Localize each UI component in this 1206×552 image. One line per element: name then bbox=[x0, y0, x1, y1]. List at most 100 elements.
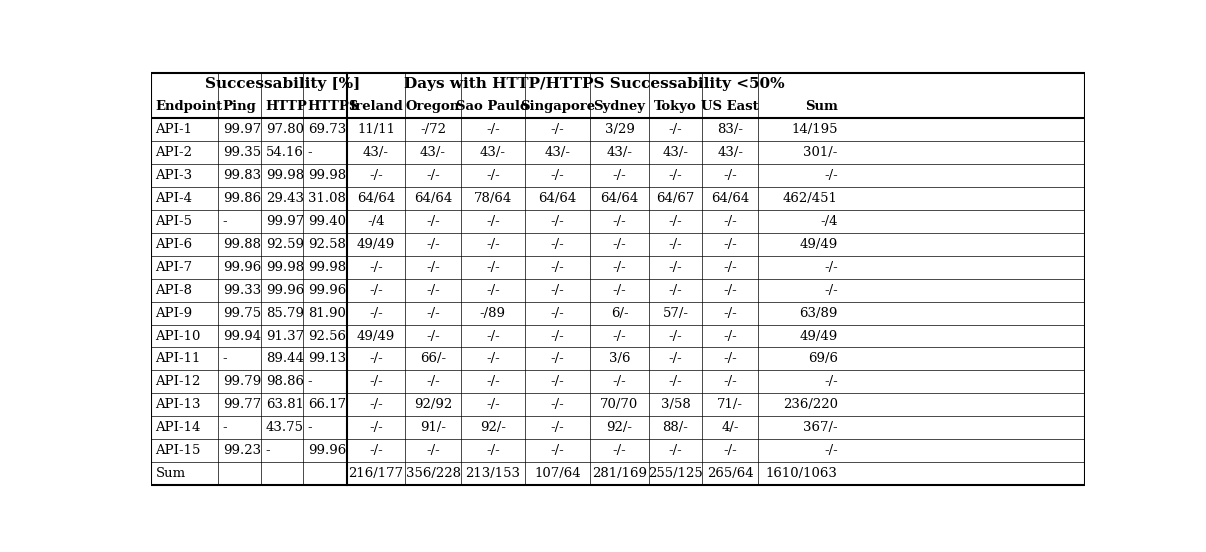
Text: 70/70: 70/70 bbox=[601, 398, 639, 411]
Text: -/-: -/- bbox=[486, 375, 499, 389]
Text: -/-: -/- bbox=[613, 261, 626, 274]
Text: -/-: -/- bbox=[550, 238, 564, 251]
Text: 43/-: 43/- bbox=[420, 146, 446, 160]
Text: 49/49: 49/49 bbox=[357, 238, 396, 251]
Text: 213/153: 213/153 bbox=[466, 467, 520, 480]
Text: 99.96: 99.96 bbox=[265, 284, 304, 297]
Text: 99.77: 99.77 bbox=[223, 398, 260, 411]
Text: Ireland: Ireland bbox=[349, 100, 403, 114]
Text: -/-: -/- bbox=[369, 444, 382, 457]
Text: -/-: -/- bbox=[613, 284, 626, 297]
Text: 43/-: 43/- bbox=[363, 146, 390, 160]
Text: API-2: API-2 bbox=[156, 146, 193, 160]
Text: -/-: -/- bbox=[613, 444, 626, 457]
Text: 49/49: 49/49 bbox=[800, 238, 838, 251]
Text: 99.96: 99.96 bbox=[308, 444, 346, 457]
Text: -/-: -/- bbox=[824, 169, 838, 182]
Text: HTTPS: HTTPS bbox=[308, 100, 359, 114]
Text: 89.44: 89.44 bbox=[265, 352, 304, 365]
Text: -/-: -/- bbox=[613, 330, 626, 343]
Text: -: - bbox=[223, 215, 228, 228]
Text: API-14: API-14 bbox=[156, 421, 200, 434]
Text: -/-: -/- bbox=[486, 169, 499, 182]
Text: 49/49: 49/49 bbox=[357, 330, 396, 343]
Text: 92/-: 92/- bbox=[480, 421, 505, 434]
Text: 64/64: 64/64 bbox=[357, 192, 396, 205]
Text: -: - bbox=[223, 352, 228, 365]
Text: 99.96: 99.96 bbox=[308, 284, 346, 297]
Text: -/4: -/4 bbox=[368, 215, 385, 228]
Text: 4/-: 4/- bbox=[721, 421, 739, 434]
Text: Oregon: Oregon bbox=[406, 100, 461, 114]
Text: -/-: -/- bbox=[369, 261, 382, 274]
Text: -/-: -/- bbox=[550, 375, 564, 389]
Text: -/-: -/- bbox=[426, 444, 440, 457]
Text: -/-: -/- bbox=[724, 444, 737, 457]
Text: 99.23: 99.23 bbox=[223, 444, 260, 457]
Text: -/-: -/- bbox=[486, 284, 499, 297]
Text: Sydney: Sydney bbox=[593, 100, 645, 114]
Text: 3/29: 3/29 bbox=[604, 124, 634, 136]
Text: -/-: -/- bbox=[668, 375, 683, 389]
Text: -/4: -/4 bbox=[820, 215, 838, 228]
Text: -/-: -/- bbox=[550, 261, 564, 274]
Text: 43/-: 43/- bbox=[480, 146, 505, 160]
Text: 99.86: 99.86 bbox=[223, 192, 260, 205]
Text: -/-: -/- bbox=[486, 330, 499, 343]
Text: 367/-: 367/- bbox=[803, 421, 838, 434]
Text: -/-: -/- bbox=[724, 261, 737, 274]
Text: -/-: -/- bbox=[550, 124, 564, 136]
Text: -/-: -/- bbox=[613, 169, 626, 182]
Text: API-7: API-7 bbox=[156, 261, 193, 274]
Text: -/-: -/- bbox=[426, 306, 440, 320]
Text: -/-: -/- bbox=[668, 238, 683, 251]
Text: -/-: -/- bbox=[426, 330, 440, 343]
Text: 63/89: 63/89 bbox=[800, 306, 838, 320]
Text: -/-: -/- bbox=[668, 261, 683, 274]
Text: 107/64: 107/64 bbox=[534, 467, 580, 480]
Text: 85.79: 85.79 bbox=[265, 306, 304, 320]
Text: 99.13: 99.13 bbox=[308, 352, 346, 365]
Text: -/-: -/- bbox=[613, 375, 626, 389]
Text: 92/-: 92/- bbox=[607, 421, 632, 434]
Text: Tokyo: Tokyo bbox=[654, 100, 697, 114]
Text: API-8: API-8 bbox=[156, 284, 193, 297]
Text: 97.80: 97.80 bbox=[265, 124, 304, 136]
Text: -/-: -/- bbox=[550, 215, 564, 228]
Text: 236/220: 236/220 bbox=[783, 398, 838, 411]
Text: 99.88: 99.88 bbox=[223, 238, 260, 251]
Text: API-1: API-1 bbox=[156, 124, 193, 136]
Text: 99.33: 99.33 bbox=[223, 284, 260, 297]
Text: Sum: Sum bbox=[156, 467, 186, 480]
Text: -: - bbox=[308, 421, 312, 434]
Text: 54.16: 54.16 bbox=[265, 146, 304, 160]
Text: 99.75: 99.75 bbox=[223, 306, 260, 320]
Text: 99.97: 99.97 bbox=[265, 215, 304, 228]
Text: 99.98: 99.98 bbox=[265, 169, 304, 182]
Text: 14/195: 14/195 bbox=[791, 124, 838, 136]
Text: -: - bbox=[308, 375, 312, 389]
Text: -/-: -/- bbox=[426, 284, 440, 297]
Text: -: - bbox=[265, 444, 270, 457]
Text: 99.98: 99.98 bbox=[265, 261, 304, 274]
Text: 71/-: 71/- bbox=[718, 398, 743, 411]
Text: -/-: -/- bbox=[426, 169, 440, 182]
Text: 92.58: 92.58 bbox=[308, 238, 346, 251]
Text: -/-: -/- bbox=[486, 352, 499, 365]
Text: -/-: -/- bbox=[369, 352, 382, 365]
Text: 66.17: 66.17 bbox=[308, 398, 346, 411]
Text: 91.37: 91.37 bbox=[265, 330, 304, 343]
Text: 281/169: 281/169 bbox=[592, 467, 646, 480]
Text: Sao Paulo: Sao Paulo bbox=[456, 100, 529, 114]
Text: 63.81: 63.81 bbox=[265, 398, 304, 411]
Text: -/-: -/- bbox=[668, 284, 683, 297]
Text: -/-: -/- bbox=[550, 284, 564, 297]
Text: US East: US East bbox=[702, 100, 759, 114]
Text: -/-: -/- bbox=[369, 284, 382, 297]
Text: 66/-: 66/- bbox=[420, 352, 446, 365]
Text: 69.73: 69.73 bbox=[308, 124, 346, 136]
Text: 57/-: 57/- bbox=[662, 306, 689, 320]
Text: Successability [%]: Successability [%] bbox=[205, 77, 361, 91]
Text: -/-: -/- bbox=[486, 238, 499, 251]
Text: -/-: -/- bbox=[369, 375, 382, 389]
